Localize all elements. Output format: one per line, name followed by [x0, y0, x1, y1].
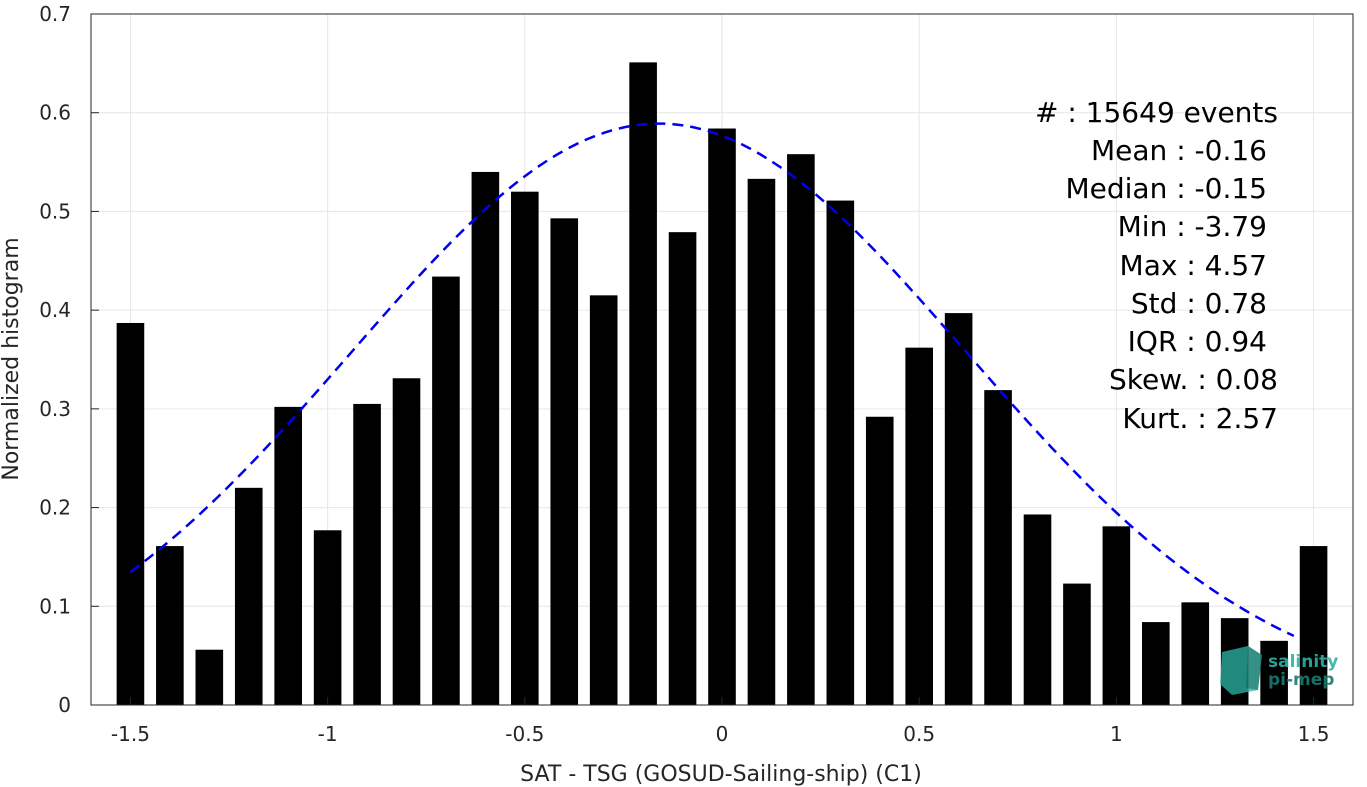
bar-24 [1063, 583, 1091, 705]
bar-17 [787, 154, 815, 705]
logo-cube-shade [1246, 646, 1262, 690]
x-axis-label: SAT - TSG (GOSUD-Sailing-ship) (C1) [520, 762, 922, 787]
x-tick-label-2: -0.5 [505, 722, 544, 746]
stat-max: Max : 4.57 [1120, 249, 1267, 282]
bar-1 [156, 546, 184, 705]
bar-16 [747, 178, 776, 706]
bar-8 [432, 276, 460, 705]
stat-mean: Mean : -0.16 [1091, 134, 1267, 167]
y-tick-label-6: 0.6 [39, 101, 71, 125]
bar-11 [550, 218, 579, 706]
bar-6 [353, 403, 381, 705]
stats-box: # : 15649 events Mean : -0.16 Median : -… [1035, 96, 1278, 435]
bar-7 [392, 378, 421, 705]
x-tick-label-6: 1.5 [1298, 722, 1330, 746]
bar-0 [116, 322, 145, 705]
x-axis-ticks: -1.5 -1 -0.5 0 0.5 1 1.5 [111, 697, 1330, 746]
salinity-pimep-logo: salinity pi-mep [1220, 646, 1338, 695]
bar-15 [708, 128, 736, 706]
x-tick-label-5: 1 [1110, 722, 1123, 746]
bar-26 [1142, 622, 1170, 705]
bar-25 [1102, 526, 1131, 705]
y-tick-label-7: 0.7 [39, 2, 71, 26]
bar-21 [944, 313, 973, 705]
bar-22 [984, 390, 1012, 705]
bar-23 [1023, 514, 1052, 705]
bars [116, 62, 1328, 706]
stat-iqr: IQR : 0.94 [1128, 325, 1267, 358]
y-tick-label-3: 0.3 [39, 397, 71, 421]
x-tick-label-0: -1.5 [111, 722, 150, 746]
bar-9 [471, 171, 500, 705]
x-tick-label-3: 0 [716, 722, 729, 746]
stat-median: Median : -0.15 [1065, 172, 1267, 205]
y-tick-label-1: 0.1 [39, 594, 71, 618]
bar-27 [1181, 602, 1210, 705]
bar-14 [668, 232, 697, 705]
bar-18 [826, 200, 855, 705]
y-axis-label: Normalized histogram [0, 237, 24, 480]
bar-10 [511, 191, 539, 705]
bar-3 [234, 487, 263, 705]
bar-12 [589, 295, 618, 705]
x-tick-label-1: -1 [318, 722, 338, 746]
logo-text-salinity: salinity [1268, 652, 1338, 672]
stat-min: Min : -3.79 [1118, 210, 1267, 243]
stat-std: Std : 0.78 [1131, 287, 1267, 320]
bar-5 [313, 530, 342, 705]
y-axis-ticks: 0 0.1 0.2 0.3 0.4 0.5 0.6 0.7 [39, 2, 99, 717]
gaussian-fit-curve [129, 122, 1295, 638]
bar-30 [1299, 546, 1328, 705]
y-tick-label-4: 0.4 [39, 298, 71, 322]
bar-19 [865, 416, 894, 705]
bar-13 [629, 62, 657, 706]
bar-29 [1260, 640, 1288, 705]
y-tick-label-5: 0.5 [39, 199, 71, 223]
bar-20 [905, 347, 933, 705]
stat-skew: Skew. : 0.08 [1109, 363, 1278, 396]
stat-kurt: Kurt. : 2.57 [1122, 402, 1278, 435]
y-tick-label-2: 0.2 [39, 496, 71, 520]
bar-2 [195, 649, 224, 705]
x-tick-label-4: 0.5 [903, 722, 935, 746]
bar-4 [274, 406, 302, 705]
stat-events: # : 15649 events [1035, 96, 1278, 129]
y-tick-label-0: 0 [58, 693, 71, 717]
logo-text-pimep: pi-mep [1268, 670, 1334, 690]
